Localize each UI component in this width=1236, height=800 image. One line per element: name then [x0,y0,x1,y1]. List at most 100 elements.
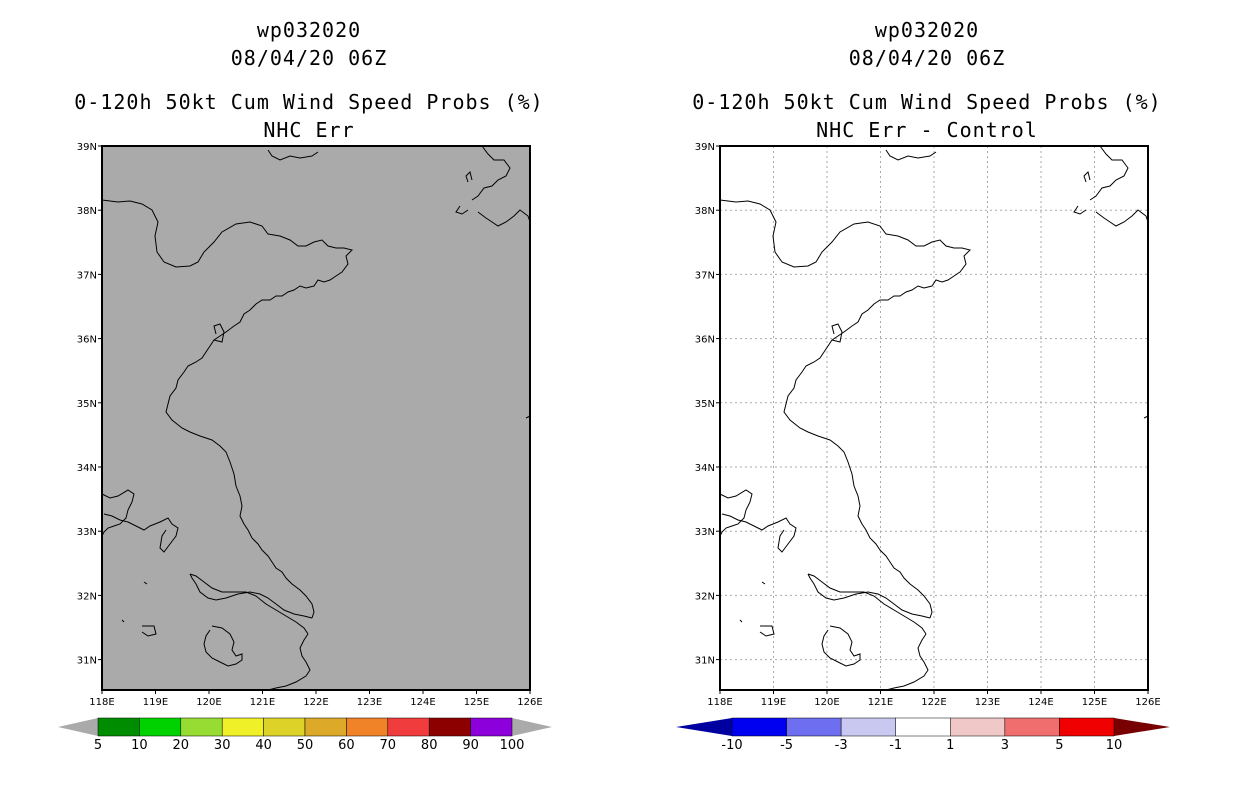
coastline [141,625,157,637]
coastline [455,205,469,215]
island [121,619,125,623]
colorbar-label: 30 [214,738,231,753]
colorbar-label: 50 [297,738,314,753]
lon-tick-label: 125E [464,697,489,708]
colorbar-swatch [304,717,347,737]
lon-tick-label: 126E [1135,697,1160,708]
lat-tick-label: 38N [77,206,97,217]
colorbar-label: -3 [835,738,848,753]
coastline [807,573,927,635]
lat-tick-label: 39N [695,142,715,153]
lat-tick-label: 39N [77,142,97,153]
colorbar-swatch [139,717,182,737]
colorbar-swatch [97,717,140,737]
coastline [101,199,353,619]
colorbar-high-arrow [512,718,552,736]
lon-tick-label: 124E [410,697,435,708]
lat-tick-label: 37N [77,270,97,281]
lat-tick-label: 38N [695,206,715,217]
lat-tick-label: 34N [77,463,97,474]
lon-tick-label: 119E [761,697,786,708]
product-title: 0-120h 50kt Cum Wind Speed Probs (%) [692,90,1162,114]
coastline [203,625,243,667]
colorbar-swatch [387,717,430,737]
colorbar-label: 60 [338,738,355,753]
coastline [103,513,179,553]
coastline [807,573,931,619]
lon-tick-label: 123E [975,697,1000,708]
coastline [1089,145,1129,201]
colorbar-swatch [786,717,842,737]
colorbar-swatch [1004,717,1060,737]
lat-tick-label: 37N [695,270,715,281]
colorbar-label: 90 [462,738,479,753]
colorbar-swatch [840,717,896,737]
right-panel: wp032020 08/04/20 06Z 0-120h 50kt Cum Wi… [618,0,1236,800]
coastline [465,171,473,183]
colorbar-swatch [1059,717,1115,737]
coastline [719,199,971,619]
colorbar-label: 1 [946,738,954,753]
subtitle: NHC Err [263,118,355,142]
lat-tick-label: 36N [695,335,715,346]
colorbar-label: 80 [421,738,438,753]
coastline [885,149,937,161]
colorbar-swatch [428,717,471,737]
lat-tick-label: 31N [695,656,715,667]
colorbar-label: 20 [173,738,190,753]
lon-tick-label: 125E [1082,697,1107,708]
lon-tick-label: 123E [357,697,382,708]
lon-tick-label: 122E [303,697,328,708]
island [143,581,148,585]
colorbar-label: 70 [380,738,397,753]
lon-tick-label: 120E [814,697,839,708]
colorbar-low-arrow [58,718,98,736]
left-panel: wp032020 08/04/20 06Z 0-120h 50kt Cum Wi… [58,18,552,753]
map-area [102,146,530,690]
lat-tick-label: 33N [695,527,715,538]
lat-tick-label: 35N [77,399,97,410]
lon-tick-label: 121E [250,697,275,708]
coastline [885,633,929,691]
colorbar-high-arrow [1114,718,1170,736]
colorbar-swatch [221,717,264,737]
lat-tick-label: 31N [77,656,97,667]
lon-tick-label: 121E [868,697,893,708]
coastline [1073,205,1087,215]
datetime-title: 08/04/20 06Z [848,46,1006,70]
coastline [831,323,843,343]
coastline [1083,171,1091,183]
island [761,581,766,585]
storm-id-title: wp032020 [256,18,362,42]
colorbar-label: 40 [255,738,272,753]
lat-tick-label: 36N [77,335,97,346]
colorbar-label: 100 [500,738,525,753]
colorbar-swatch [895,717,951,737]
coastline [1095,209,1149,227]
colorbar-label: -5 [780,738,793,753]
coastline [267,149,319,161]
colorbar-label: 3 [1001,738,1009,753]
colorbar-label: -1 [889,738,902,753]
island [739,619,743,623]
lat-tick-label: 32N [77,591,97,602]
map-and-colorbar: 118E 119E 120E 121E 122E 123E 124E 125E 126E 39N 3… [58,142,552,753]
lon-tick-label: 118E [707,697,732,708]
coastline [101,489,135,537]
colorbar-swatch [346,717,389,737]
colorbar-label: 10 [131,738,148,753]
coastline [267,633,311,691]
lat-tick-label: 35N [695,399,715,410]
colorbar-swatch [263,717,306,737]
lat-tick-label: 32N [695,591,715,602]
colorbar-label: 10 [1106,738,1123,753]
lon-tick-label: 118E [89,697,114,708]
coastline [721,513,797,553]
lon-tick-label: 120E [196,697,221,708]
coastline [719,489,753,537]
coastline [477,209,531,227]
colorbar-label: 5 [1055,738,1063,753]
map-and-colorbar: 118E 119E 120E 121E 122E 123E 124E 125E 126E 39N 3… [676,142,1170,753]
lat-tick-label: 33N [77,527,97,538]
lon-tick-label: 119E [143,697,168,708]
